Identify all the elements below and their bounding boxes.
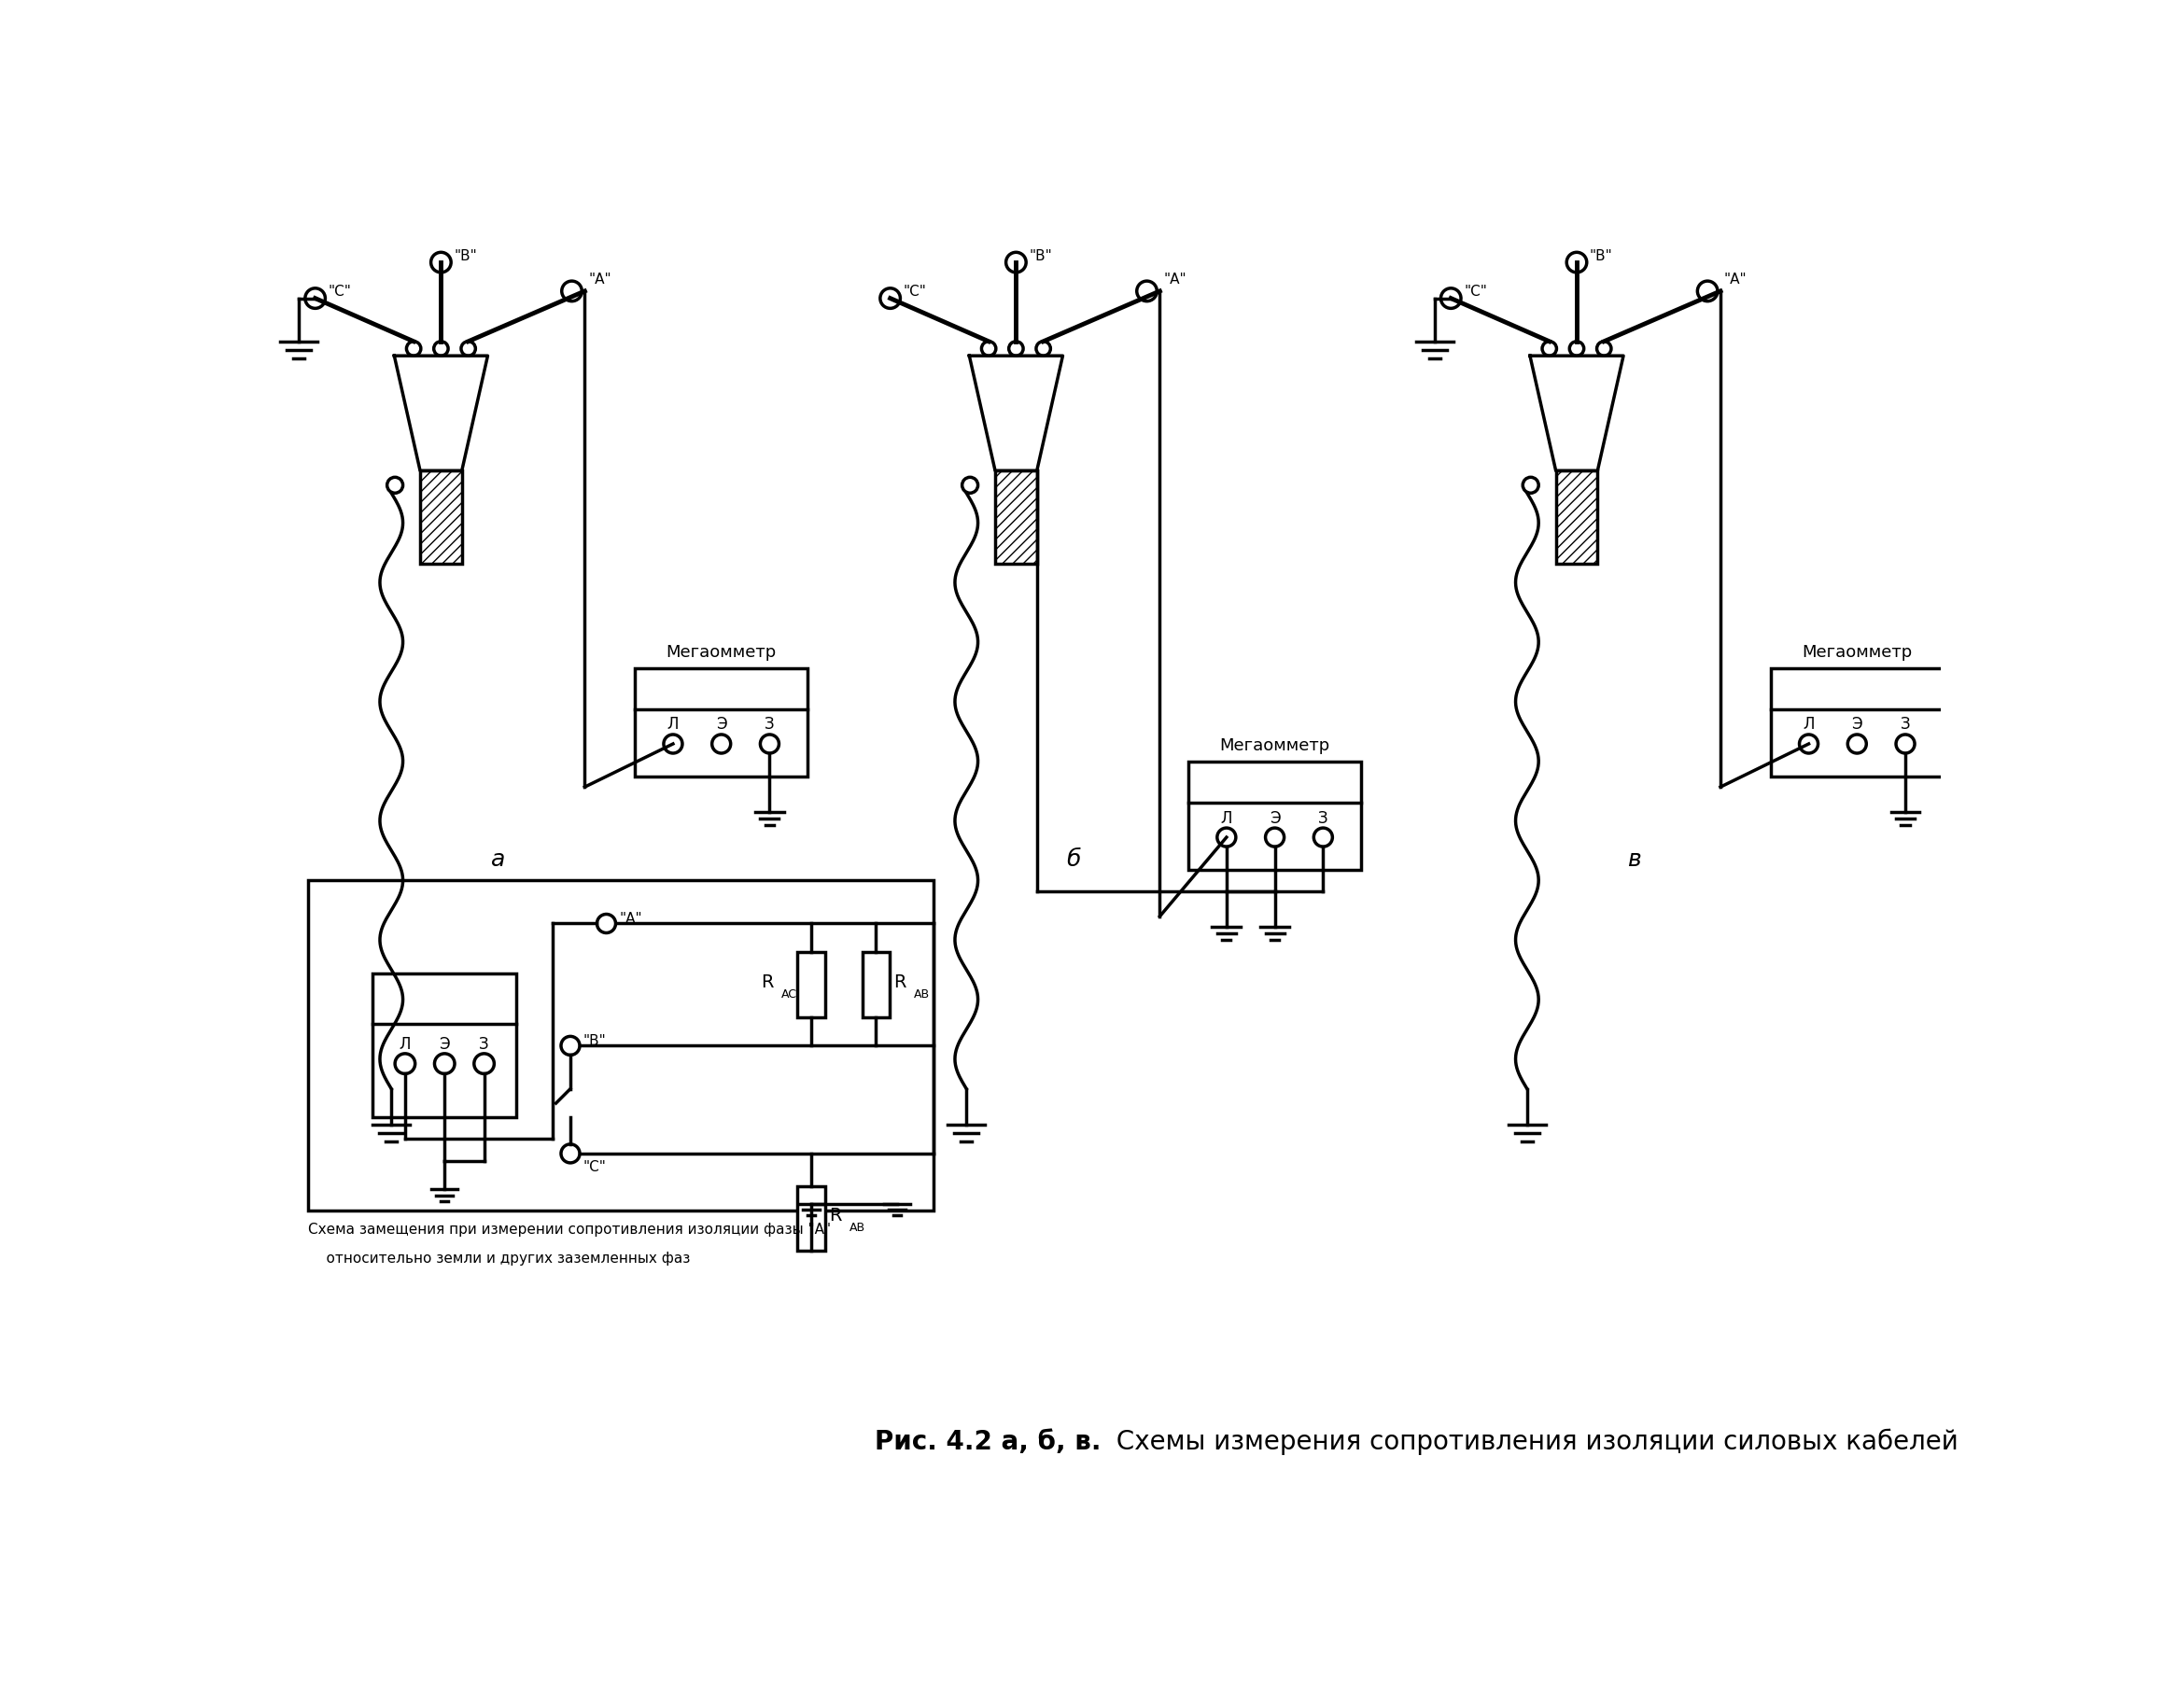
- Text: "B": "B": [1589, 249, 1613, 263]
- Text: "B": "B": [1029, 249, 1053, 263]
- Text: Э: Э: [1851, 716, 1861, 733]
- Text: Схемы измерения сопротивления изоляции силовых кабелей: Схемы измерения сопротивления изоляции с…: [1107, 1428, 1959, 1455]
- Bar: [995, 471, 1038, 565]
- Text: "C": "C": [329, 285, 352, 299]
- Text: З: З: [1319, 810, 1327, 827]
- Text: Э: Э: [716, 716, 726, 733]
- Text: Э: Э: [439, 1035, 450, 1052]
- Text: AB: AB: [915, 987, 930, 999]
- Text: Мегаомметр: Мегаомметр: [666, 644, 776, 661]
- Text: Мегаомметр: Мегаомметр: [1219, 736, 1330, 753]
- Bar: [419, 471, 463, 565]
- Text: "B": "B": [454, 249, 478, 263]
- Text: З: З: [480, 1035, 489, 1052]
- Bar: [1189, 762, 1362, 869]
- Text: "C": "C": [904, 285, 925, 299]
- Text: относительно земли и других заземленных фаз: относительно земли и других заземленных …: [307, 1250, 690, 1264]
- Bar: [798, 1185, 826, 1250]
- Text: AC: AC: [780, 987, 798, 999]
- Text: в: в: [1628, 849, 1641, 871]
- Text: R: R: [830, 1206, 841, 1223]
- Text: "A": "A": [1723, 272, 1747, 285]
- Text: "B": "B": [584, 1033, 605, 1047]
- Text: "A": "A": [1163, 272, 1187, 285]
- Bar: [372, 974, 517, 1119]
- Text: Э: Э: [1269, 810, 1280, 827]
- Text: "A": "A": [618, 910, 642, 926]
- Bar: [1557, 471, 1598, 565]
- Text: а: а: [491, 849, 506, 871]
- Text: "A": "A": [588, 272, 612, 285]
- Text: "C": "C": [584, 1160, 608, 1173]
- Text: З: З: [765, 716, 774, 733]
- Text: Л: Л: [400, 1035, 411, 1052]
- Text: Л: Л: [1803, 716, 1814, 733]
- Text: Л: Л: [1222, 810, 1232, 827]
- Bar: [798, 953, 826, 1018]
- Text: Рис. 4.2 а, б, в.: Рис. 4.2 а, б, в.: [873, 1428, 1100, 1454]
- Bar: [1771, 670, 1944, 777]
- Text: б: б: [1066, 849, 1081, 871]
- Text: Схема замещения при измерении сопротивления изоляции фазы "А": Схема замещения при измерении сопротивле…: [307, 1221, 830, 1237]
- Bar: [307, 881, 934, 1211]
- Text: R: R: [893, 972, 906, 991]
- Text: AB: AB: [850, 1221, 865, 1233]
- Text: R: R: [761, 972, 774, 991]
- Bar: [636, 670, 809, 777]
- Text: Л: Л: [668, 716, 679, 733]
- Bar: [863, 953, 889, 1018]
- Text: Мегаомметр: Мегаомметр: [1801, 644, 1911, 661]
- Text: З: З: [1900, 716, 1911, 733]
- Text: "C": "C": [1464, 285, 1487, 299]
